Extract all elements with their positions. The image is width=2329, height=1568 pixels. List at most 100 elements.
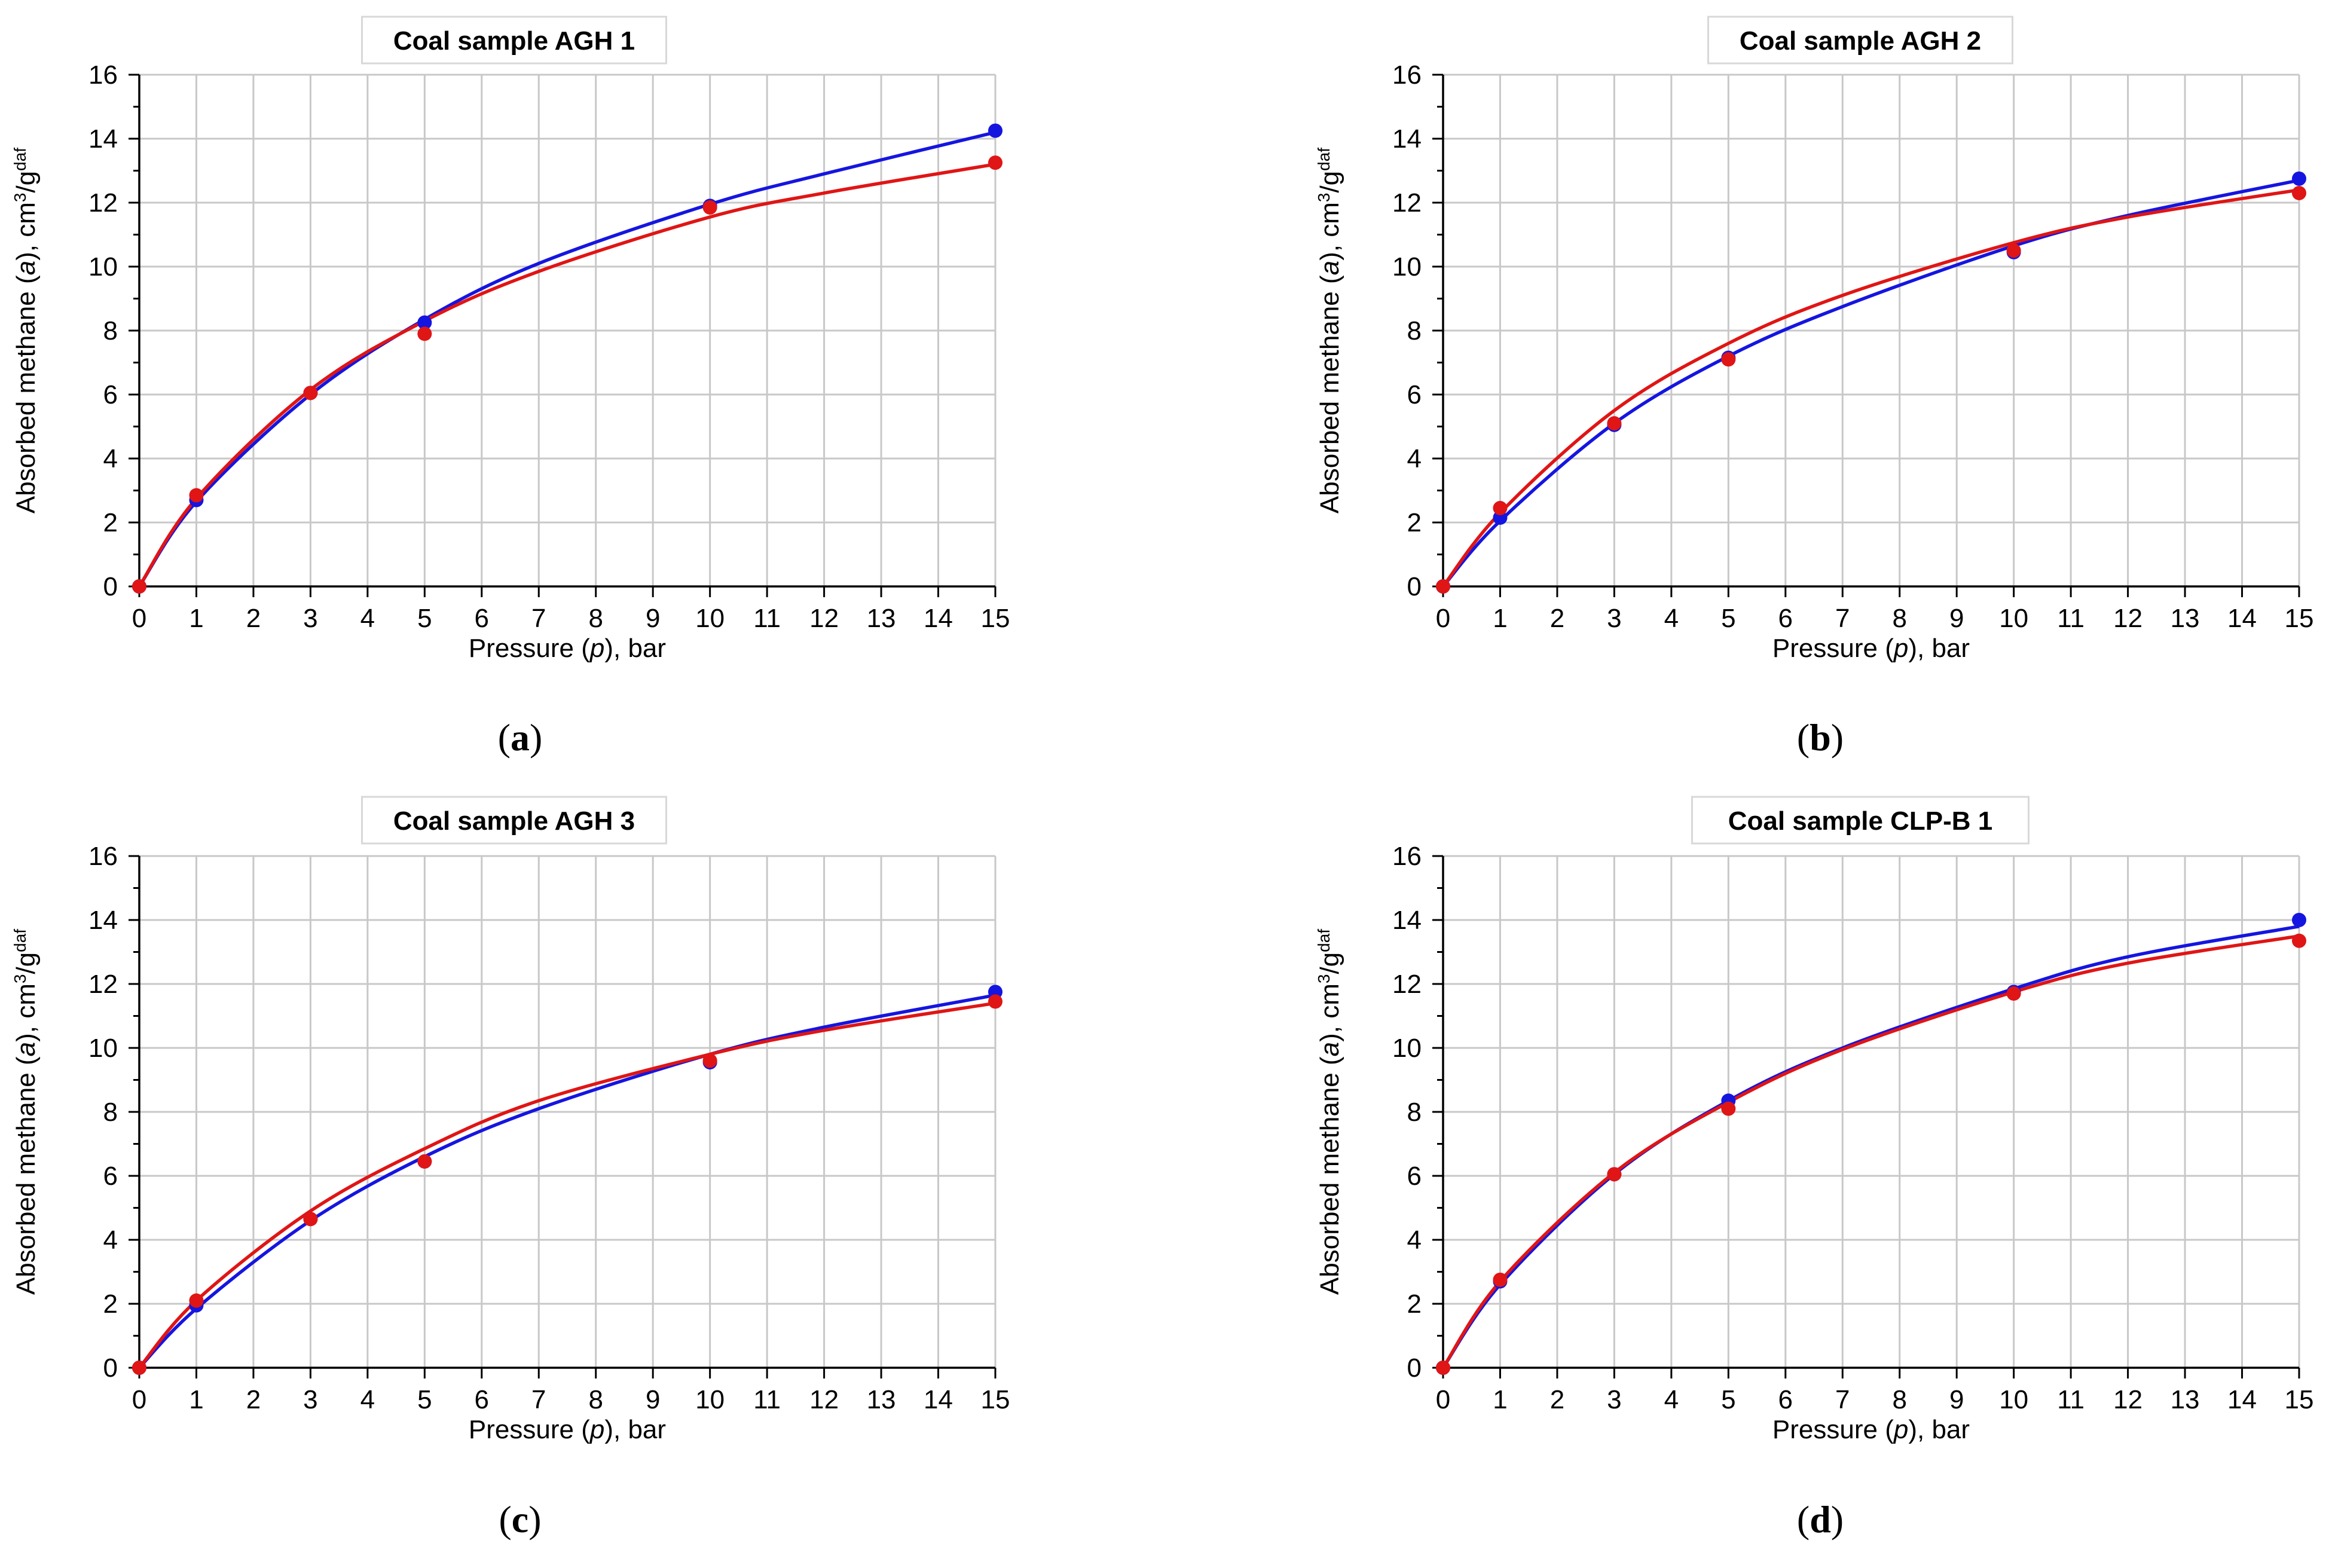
x-axis-label-part: Pressure ( — [1772, 634, 1894, 663]
y-tick-label: 4 — [103, 1225, 118, 1255]
x-tick-label: 6 — [475, 604, 489, 633]
y-axis-label-part: a — [1315, 261, 1344, 275]
y-tick-label: 10 — [1392, 252, 1422, 282]
y-axis-label-part: daf — [1315, 148, 1333, 171]
x-tick-label: 8 — [588, 604, 603, 633]
x-tick-label: 3 — [1607, 604, 1621, 633]
y-axis-label-part: 3 — [1315, 974, 1333, 984]
y-tick-label: 14 — [88, 906, 118, 935]
chart-title: Coal sample CLP-B 1 — [1728, 806, 1993, 836]
x-tick-label: 11 — [753, 1385, 781, 1414]
x-tick-label: 12 — [809, 604, 839, 633]
x-tick-label: 11 — [2057, 1385, 2085, 1414]
panel-label-part: ) — [1831, 1498, 1844, 1541]
y-tick-label: 6 — [103, 380, 118, 409]
fit-curve-red — [1441, 188, 2300, 588]
x-tick-label: 0 — [1436, 604, 1450, 633]
x-axis-label-part: ), bar — [604, 634, 666, 663]
x-tick-label: 4 — [360, 604, 375, 633]
x-tick-label: 4 — [1664, 1385, 1679, 1414]
x-tick-label: 10 — [695, 604, 725, 633]
y-tick-label: 0 — [103, 572, 118, 601]
data-point-red — [988, 155, 1002, 170]
x-tick-label: 7 — [1835, 1385, 1850, 1414]
x-tick-label: 5 — [1721, 1385, 1735, 1414]
x-tick-label: 15 — [981, 604, 1010, 633]
data-point-red — [702, 200, 717, 215]
y-axis-label-part: /g — [1315, 952, 1344, 974]
y-axis-label-part: /g — [11, 171, 41, 193]
y-tick-label: 6 — [1407, 380, 1422, 409]
x-tick-label: 9 — [646, 604, 660, 633]
data-point-red — [417, 1154, 432, 1169]
y-axis-label-part: 3 — [1315, 193, 1333, 203]
panel-label-part: b — [1810, 716, 1831, 759]
data-point-red — [2006, 986, 2021, 1001]
x-tick-label: 5 — [417, 1385, 432, 1414]
x-tick-label: 15 — [981, 1385, 1010, 1414]
y-tick-label: 8 — [103, 1098, 118, 1127]
x-tick-label: 14 — [2227, 1385, 2257, 1414]
x-tick-label: 2 — [1550, 1385, 1564, 1414]
y-axis-label-part: ), cm — [1315, 202, 1344, 261]
x-tick-label: 15 — [2285, 604, 2314, 633]
x-tick-label: 2 — [246, 1385, 261, 1414]
y-tick-label: 16 — [1392, 60, 1422, 90]
y-axis-label-part: a — [11, 1042, 41, 1056]
x-tick-label: 12 — [2113, 604, 2142, 633]
y-axis-label-part: /g — [1315, 171, 1344, 193]
x-tick-label: 2 — [246, 604, 261, 633]
x-tick-label: 1 — [1493, 604, 1507, 633]
y-tick-label: 12 — [88, 970, 118, 999]
y-tick-label: 0 — [1407, 1353, 1422, 1383]
x-tick-label: 11 — [2057, 604, 2085, 633]
grid — [139, 855, 997, 1368]
x-axis-label-part: ), bar — [1908, 1415, 1970, 1444]
y-tick-label: 4 — [1407, 1225, 1422, 1255]
y-tick-label: 10 — [1392, 1034, 1422, 1063]
y-axis-label-part: Absorbed methane ( — [11, 1056, 41, 1295]
x-tick-label: 1 — [189, 604, 203, 633]
fit-curve-red — [137, 163, 996, 588]
y-axis-label-part: daf — [1315, 929, 1333, 952]
y-tick-label: 14 — [1392, 124, 1422, 154]
fit-curve-blue — [1441, 924, 2300, 1369]
y-tick-label: 12 — [88, 188, 118, 218]
data-point-red — [988, 994, 1002, 1009]
data-point-blue — [988, 123, 1002, 138]
panel-label-part: ) — [1831, 716, 1844, 759]
chart-panel-3: 0 1 2 3 4 5 6 7 8 9 10 11 12 13 14 150246810121416Press… — [11, 796, 1010, 1541]
y-axis-label-part: Absorbed methane ( — [1315, 1056, 1344, 1295]
y-tick-label: 2 — [103, 1289, 118, 1319]
panel-label-part: ( — [1797, 716, 1810, 759]
x-tick-label: 14 — [924, 604, 953, 633]
y-tick-label: 6 — [103, 1162, 118, 1191]
panel-label-part: c — [512, 1498, 528, 1541]
x-tick-label: 11 — [753, 604, 781, 633]
x-tick-label: 7 — [531, 1385, 546, 1414]
y-tick-label: 8 — [1407, 1098, 1422, 1127]
y-axis-label: Absorbed methane (a), cm3/gdaf — [11, 148, 41, 514]
x-tick-label: 6 — [475, 1385, 489, 1414]
data-point-red — [132, 1361, 146, 1375]
x-tick-label: 7 — [1835, 604, 1850, 633]
y-tick-label: 0 — [103, 1353, 118, 1383]
chart-title-box — [361, 796, 667, 845]
x-axis-label-part: p — [1893, 1415, 1908, 1444]
x-tick-label: 13 — [2171, 604, 2200, 633]
panel-label-part: ( — [498, 716, 511, 759]
data-point-red — [2006, 243, 2021, 258]
fit-curve-red — [1441, 934, 2300, 1369]
x-tick-label: 5 — [1721, 604, 1735, 633]
chart-title: Coal sample AGH 3 — [393, 806, 635, 836]
x-tick-label: 9 — [1949, 1385, 1964, 1414]
y-tick-label: 14 — [88, 124, 118, 154]
fit-curve-blue — [137, 130, 996, 588]
x-tick-label: 13 — [867, 1385, 896, 1414]
x-tick-label: 0 — [132, 1385, 146, 1414]
x-axis-label-part: p — [589, 634, 604, 663]
data-point-blue — [417, 315, 432, 330]
y-axis-label: Absorbed methane (a), cm3/gdaf — [1315, 148, 1345, 514]
chart-panel-4: 0 1 2 3 4 5 6 7 8 9 10 11 12 13 14 150246810121416Press… — [1315, 796, 2313, 1541]
y-tick-label: 0 — [1407, 572, 1422, 601]
